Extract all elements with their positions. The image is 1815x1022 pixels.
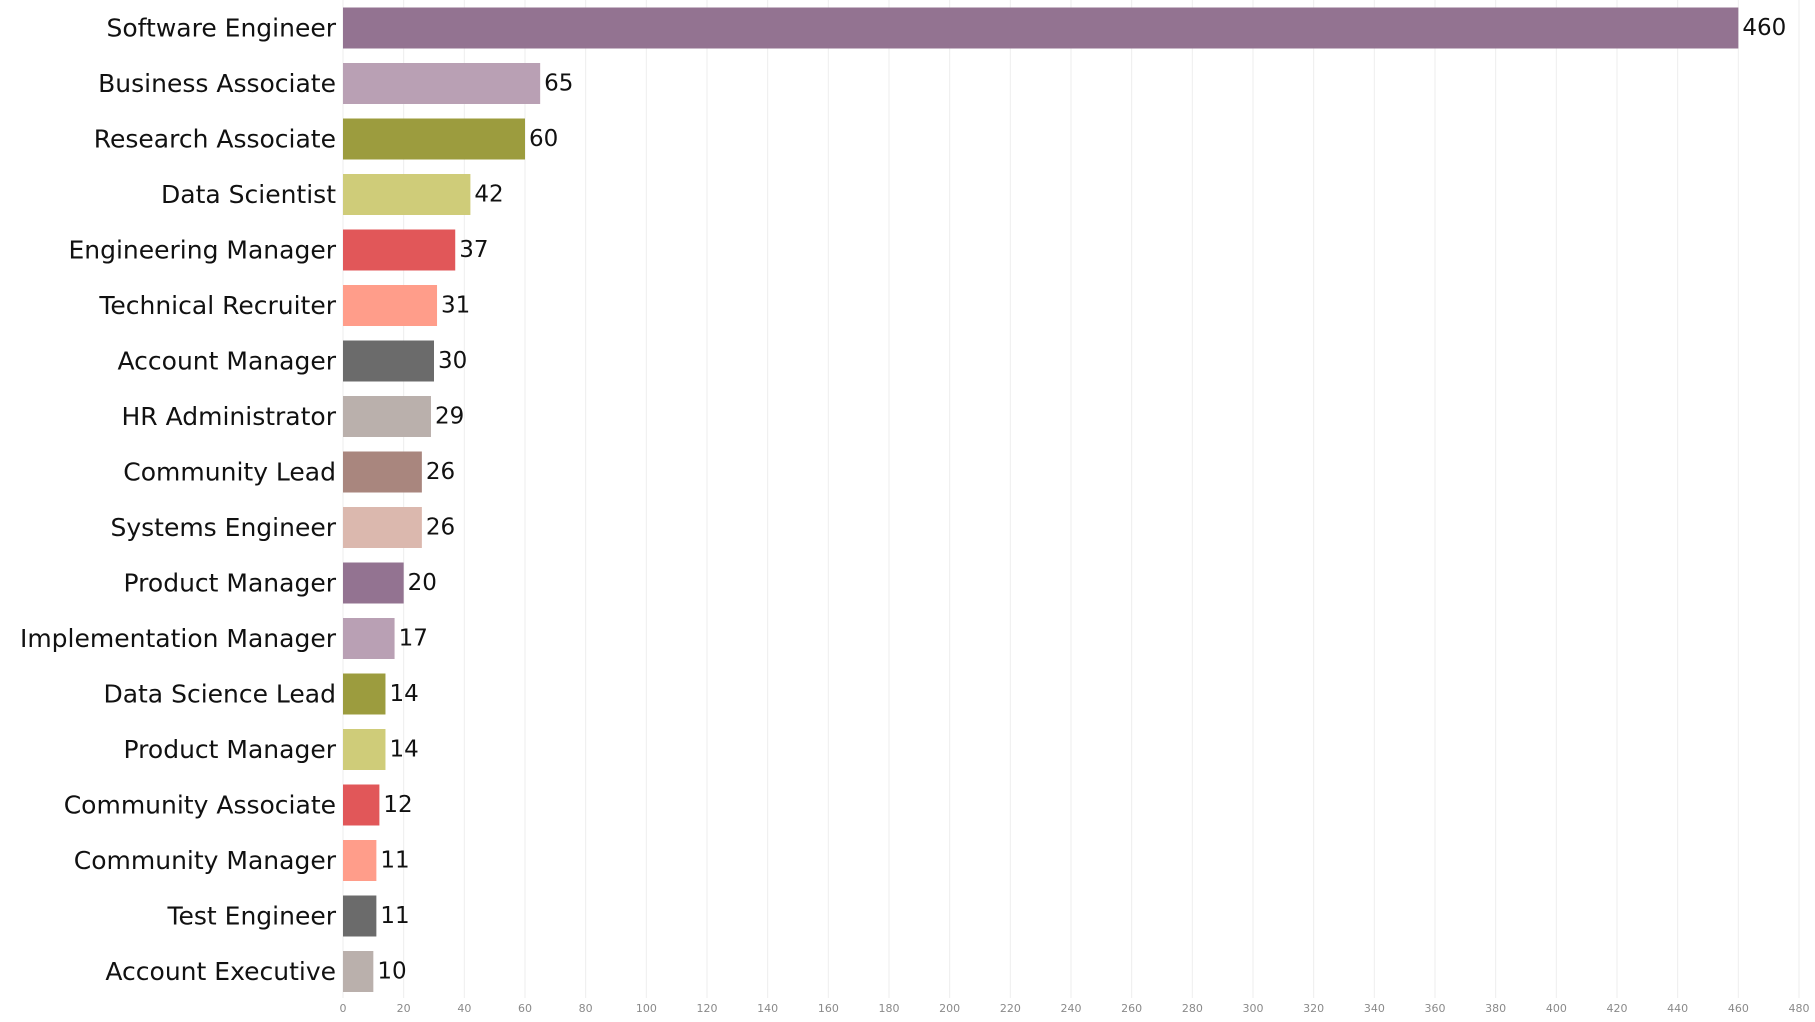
category-label: Community Lead bbox=[123, 458, 336, 487]
category-label: Software Engineer bbox=[107, 14, 337, 43]
value-label: 12 bbox=[383, 792, 412, 818]
value-label: 11 bbox=[380, 903, 409, 929]
value-label: 10 bbox=[377, 959, 406, 985]
x-tick-label: 160 bbox=[818, 1002, 839, 1015]
x-tick-label: 60 bbox=[518, 1002, 532, 1015]
bar[interactable] bbox=[343, 784, 380, 826]
category-label: Engineering Manager bbox=[68, 236, 336, 265]
x-tick-label: 180 bbox=[879, 1002, 900, 1015]
x-tick-label: 340 bbox=[1364, 1002, 1385, 1015]
value-label: 14 bbox=[389, 737, 418, 763]
value-label: 42 bbox=[474, 182, 503, 208]
x-tick-label: 20 bbox=[397, 1002, 411, 1015]
value-label: 20 bbox=[408, 570, 437, 596]
bar[interactable] bbox=[343, 895, 377, 937]
category-labels: Software Engineer Business Associate Resea… bbox=[20, 14, 337, 987]
category-label: Systems Engineer bbox=[110, 513, 336, 542]
x-tick-label: 380 bbox=[1485, 1002, 1506, 1015]
bar[interactable] bbox=[343, 951, 374, 992]
x-tick-label: 300 bbox=[1243, 1002, 1264, 1015]
category-label: Account Executive bbox=[105, 957, 336, 986]
bar[interactable] bbox=[343, 840, 377, 881]
category-label: Product Manager bbox=[124, 735, 337, 764]
category-label: Test Engineer bbox=[166, 902, 336, 931]
x-tick-label: 360 bbox=[1425, 1002, 1446, 1015]
bars bbox=[343, 7, 1739, 992]
bar[interactable] bbox=[343, 562, 404, 604]
bar[interactable] bbox=[343, 673, 386, 715]
category-label: Community Associate bbox=[64, 791, 336, 820]
bar[interactable] bbox=[343, 63, 541, 104]
x-tick-label: 200 bbox=[939, 1002, 960, 1015]
x-tick-label: 80 bbox=[579, 1002, 593, 1015]
x-tick-label: 100 bbox=[636, 1002, 657, 1015]
x-tick-label: 440 bbox=[1667, 1002, 1688, 1015]
value-label: 30 bbox=[438, 348, 467, 374]
x-tick-label: 220 bbox=[1000, 1002, 1021, 1015]
x-tick-label: 0 bbox=[340, 1002, 347, 1015]
category-label: Community Manager bbox=[74, 846, 337, 875]
value-labels: 460 65 60 42 37 31 30 29 26 26 20 17 14 14 12 11 11 10 bbox=[377, 15, 1786, 985]
x-tick-label: 460 bbox=[1728, 1002, 1749, 1015]
bar[interactable] bbox=[343, 7, 1739, 49]
value-label: 29 bbox=[435, 404, 464, 430]
x-tick-label: 40 bbox=[457, 1002, 471, 1015]
bar[interactable] bbox=[343, 729, 386, 770]
x-tick-label: 240 bbox=[1061, 1002, 1082, 1015]
x-axis-ticks: 0 20 40 60 80 100 120 140 160 180 200 220 240 260 280 3… bbox=[340, 1002, 1810, 1015]
bar[interactable] bbox=[343, 451, 422, 493]
value-label: 14 bbox=[389, 681, 418, 707]
grid-lines bbox=[342, 0, 1800, 998]
x-tick-label: 320 bbox=[1303, 1002, 1324, 1015]
bar[interactable] bbox=[343, 340, 434, 382]
bar[interactable] bbox=[343, 285, 438, 326]
bar[interactable] bbox=[343, 229, 456, 271]
value-label: 31 bbox=[441, 293, 470, 319]
category-label: HR Administrator bbox=[121, 402, 336, 431]
bar[interactable] bbox=[343, 507, 422, 548]
category-label: Product Manager bbox=[124, 569, 337, 598]
value-label: 60 bbox=[529, 126, 558, 152]
value-label: 17 bbox=[399, 626, 428, 652]
value-label: 26 bbox=[426, 515, 455, 541]
x-tick-label: 120 bbox=[697, 1002, 718, 1015]
bar[interactable] bbox=[343, 396, 431, 437]
value-label: 26 bbox=[426, 459, 455, 485]
category-label: Business Associate bbox=[98, 69, 336, 98]
bar[interactable] bbox=[343, 174, 471, 215]
value-label: 65 bbox=[544, 71, 573, 97]
value-label: 11 bbox=[380, 848, 409, 874]
x-tick-label: 420 bbox=[1607, 1002, 1628, 1015]
x-tick-label: 400 bbox=[1546, 1002, 1567, 1015]
value-label: 460 bbox=[1742, 15, 1786, 41]
category-label: Technical Recruiter bbox=[98, 291, 336, 320]
category-label: Data Scientist bbox=[161, 180, 336, 209]
x-tick-label: 140 bbox=[757, 1002, 778, 1015]
bar[interactable] bbox=[343, 118, 525, 160]
bar[interactable] bbox=[343, 618, 395, 659]
x-tick-label: 280 bbox=[1182, 1002, 1203, 1015]
category-label: Research Associate bbox=[94, 125, 336, 154]
x-tick-label: 480 bbox=[1789, 1002, 1810, 1015]
category-label: Data Science Lead bbox=[103, 680, 336, 709]
category-label: Account Manager bbox=[118, 347, 337, 376]
value-label: 37 bbox=[459, 237, 488, 263]
x-tick-label: 260 bbox=[1121, 1002, 1142, 1015]
category-label: Implementation Manager bbox=[20, 624, 337, 653]
